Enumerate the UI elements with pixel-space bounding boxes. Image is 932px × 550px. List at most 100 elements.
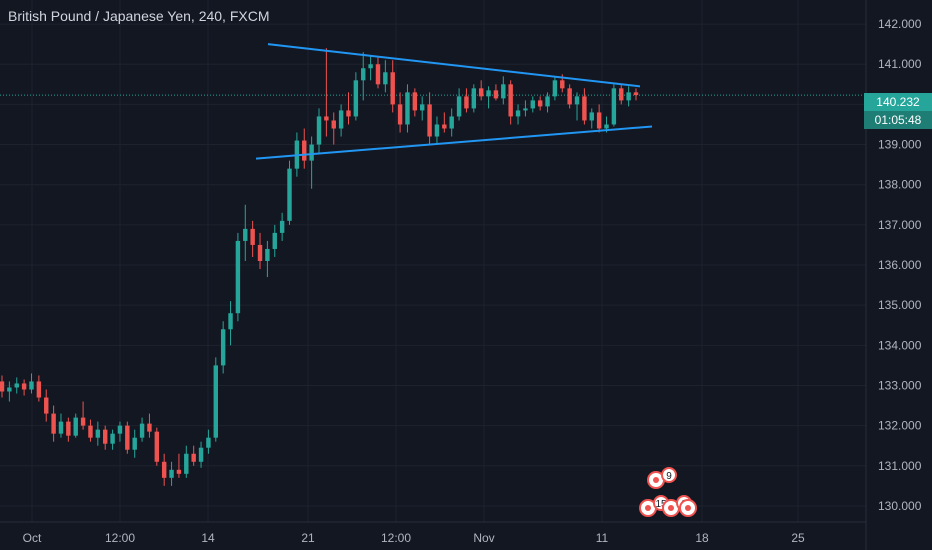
- time-axis-labels: Oct 12:00 14 21 12:00 Nov 11 18 25: [0, 521, 866, 545]
- time-tick-label: 21: [301, 531, 315, 545]
- event-dot: [653, 477, 659, 483]
- event-count-label: 9: [666, 471, 672, 482]
- candle-body: [560, 80, 565, 89]
- time-tick-label: 18: [695, 531, 709, 545]
- time-tick-label: Oct: [23, 531, 42, 545]
- candle-body: [508, 84, 513, 117]
- candle-body: [419, 104, 425, 111]
- candle-body: [102, 429, 108, 444]
- candle-body: [235, 240, 241, 314]
- candle-body: [257, 244, 263, 261]
- price-tick-label: 133.000: [878, 378, 922, 392]
- candle-body: [228, 313, 233, 330]
- candle-body: [250, 228, 255, 245]
- candle-body: [626, 92, 631, 101]
- candle-body: [515, 110, 521, 117]
- candle-body: [324, 116, 329, 121]
- candle-body: [21, 383, 27, 390]
- price-tick-label: 137.000: [878, 218, 922, 232]
- price-axis[interactable]: [866, 0, 932, 550]
- candle-body: [80, 417, 86, 426]
- candle-body: [331, 120, 336, 129]
- price-tick-label: 136.000: [878, 258, 922, 272]
- candle-body: [88, 425, 93, 438]
- candle-body: [139, 423, 145, 438]
- candle-body: [537, 100, 543, 107]
- candle-body: [73, 417, 78, 436]
- event-count-label: 15: [655, 499, 667, 510]
- time-axis[interactable]: [0, 522, 866, 550]
- candle-body: [0, 381, 5, 392]
- time-tick-label: 12:00: [381, 531, 411, 545]
- candle-body: [501, 84, 506, 99]
- candle-body: [14, 383, 19, 388]
- candle-body: [397, 104, 403, 125]
- candle-body: [213, 365, 219, 438]
- candle-body: [287, 168, 292, 221]
- price-tick-label: 130.000: [878, 499, 922, 513]
- candle-body: [198, 447, 204, 462]
- candle-body: [95, 429, 101, 438]
- price-tick-label: 138.000: [878, 178, 922, 192]
- event-dot: [685, 505, 691, 511]
- current-price-tag: 140.232: [864, 93, 932, 111]
- time-tick-label: 12:00: [105, 531, 135, 545]
- time-tick-label: 11: [596, 531, 609, 545]
- candle-body: [523, 108, 528, 111]
- candle-body: [530, 100, 536, 109]
- candle-body: [110, 433, 115, 444]
- candle-body: [353, 80, 359, 117]
- candle-body: [279, 220, 285, 233]
- candle-body: [589, 112, 594, 121]
- candle-body: [176, 469, 182, 474]
- candle-body: [44, 397, 49, 414]
- price-axis-labels: 130.000 131.000 132.000 133.000 134.000 135.0…: [865, 0, 922, 550]
- price-tick-label: 142.000: [878, 17, 922, 31]
- candle-body: [132, 437, 137, 450]
- candle-body: [552, 80, 558, 97]
- candles: [0, 48, 639, 486]
- candle-body: [302, 140, 307, 161]
- candle-body: [427, 104, 432, 137]
- price-tick-label: 139.000: [878, 138, 922, 152]
- candle-body: [161, 461, 167, 478]
- candle-body: [390, 72, 395, 105]
- candle-body: [191, 453, 196, 462]
- candle-body: [51, 413, 56, 434]
- event-dot: [645, 505, 651, 511]
- event-markers[interactable]: 9152: [639, 467, 697, 517]
- candle-body: [442, 124, 447, 129]
- candle-body: [375, 64, 381, 85]
- candle-body: [405, 92, 410, 125]
- trendlines[interactable]: [255, 43, 653, 160]
- price-tick-label: 135.000: [878, 298, 922, 312]
- candle-body: [154, 431, 160, 462]
- candle-body: [574, 96, 580, 105]
- candle-body: [243, 228, 248, 241]
- candle-body: [125, 425, 130, 450]
- candle-body: [7, 387, 12, 392]
- candle-body: [567, 88, 572, 105]
- candle-body: [368, 64, 373, 69]
- price-tick-label: 141.000: [878, 57, 922, 71]
- candle-body: [66, 421, 71, 436]
- candle-body: [412, 92, 418, 111]
- candle-body: [619, 88, 624, 101]
- candle-body: [316, 116, 322, 145]
- candle-body: [206, 437, 211, 448]
- candle-body: [147, 423, 152, 432]
- candle-body: [493, 90, 499, 99]
- candle-body: [486, 90, 491, 97]
- candle-body: [29, 381, 34, 390]
- candle-body: [58, 421, 64, 434]
- price-tick-label: 131.000: [878, 459, 922, 473]
- grid-lines: [0, 0, 866, 522]
- time-tick-label: Nov: [473, 531, 494, 545]
- trendline-upper: [267, 43, 641, 88]
- candle-body: [434, 124, 440, 137]
- candle-body: [604, 124, 609, 129]
- candle-body: [265, 248, 270, 261]
- candle-body: [184, 453, 189, 474]
- candle-body: [633, 92, 639, 96]
